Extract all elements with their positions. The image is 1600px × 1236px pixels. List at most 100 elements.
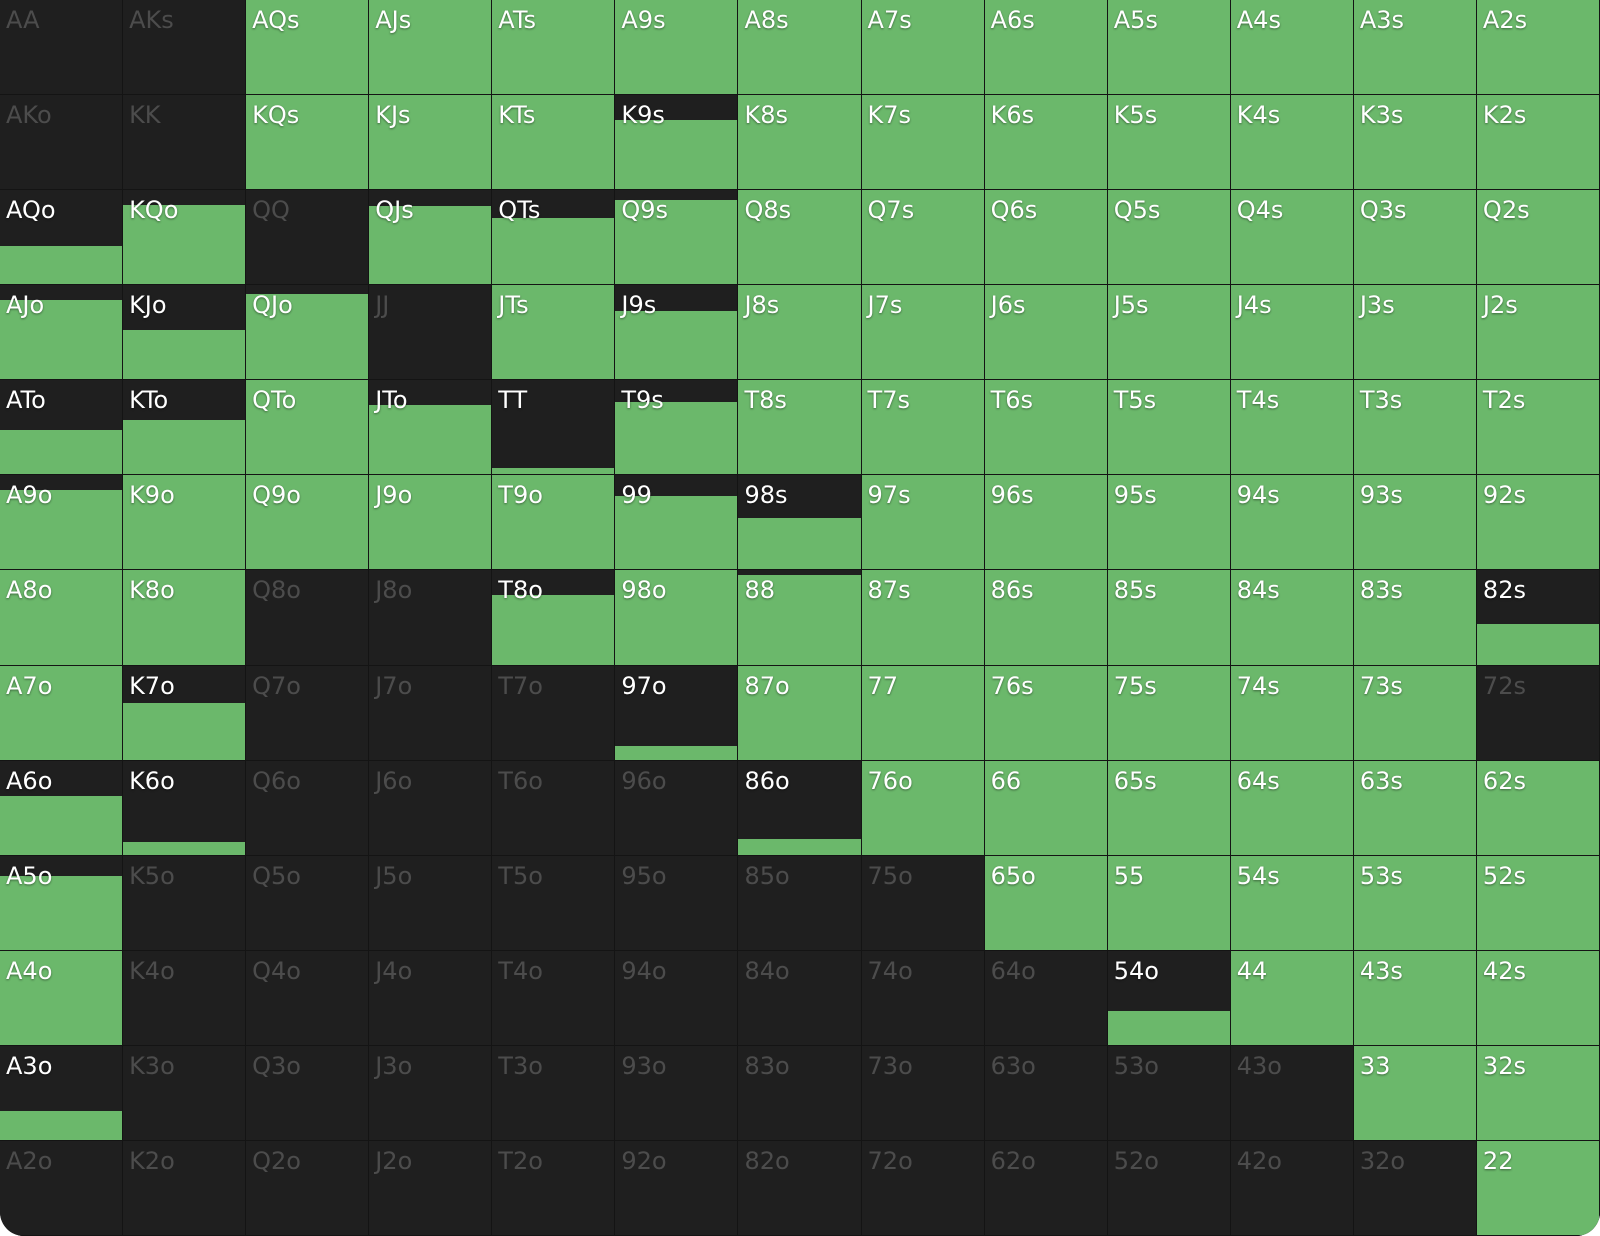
hand-cell-A8o[interactable]: A8o [0, 570, 124, 666]
hand-cell-T4o[interactable]: T4o [492, 950, 616, 1046]
hand-cell-T9o[interactable]: T9o [492, 475, 616, 571]
hand-cell-T3o[interactable]: T3o [492, 1045, 616, 1141]
hand-cell-75o[interactable]: 75o [861, 855, 985, 951]
hand-cell-ATs[interactable]: ATs [492, 0, 616, 96]
hand-cell-J9o[interactable]: J9o [369, 475, 493, 571]
hand-cell-99[interactable]: 99 [615, 475, 739, 571]
hand-cell-T7o[interactable]: T7o [492, 665, 616, 761]
hand-cell-92o[interactable]: 92o [615, 1140, 739, 1236]
hand-cell-75s[interactable]: 75s [1107, 665, 1231, 761]
hand-cell-63s[interactable]: 63s [1353, 760, 1477, 856]
hand-cell-Q3s[interactable]: Q3s [1353, 190, 1477, 286]
hand-cell-76s[interactable]: 76s [984, 665, 1108, 761]
hand-cell-JTs[interactable]: JTs [492, 285, 616, 381]
hand-cell-KJs[interactable]: KJs [369, 95, 493, 191]
hand-cell-T8o[interactable]: T8o [492, 570, 616, 666]
hand-cell-Q5s[interactable]: Q5s [1107, 190, 1231, 286]
hand-cell-54o[interactable]: 54o [1107, 950, 1231, 1046]
hand-cell-A3o[interactable]: A3o [0, 1045, 124, 1141]
hand-cell-83o[interactable]: 83o [738, 1045, 862, 1141]
hand-cell-Q2s[interactable]: Q2s [1476, 190, 1600, 286]
hand-cell-K8o[interactable]: K8o [123, 570, 247, 666]
hand-cell-42o[interactable]: 42o [1230, 1140, 1354, 1236]
hand-cell-A6o[interactable]: A6o [0, 760, 124, 856]
hand-cell-K7o[interactable]: K7o [123, 665, 247, 761]
hand-cell-ATo[interactable]: ATo [0, 380, 124, 476]
hand-cell-82o[interactable]: 82o [738, 1140, 862, 1236]
hand-cell-QTs[interactable]: QTs [492, 190, 616, 286]
hand-cell-T7s[interactable]: T7s [861, 380, 985, 476]
hand-cell-K8s[interactable]: K8s [738, 95, 862, 191]
hand-cell-T6s[interactable]: T6s [984, 380, 1108, 476]
hand-cell-64o[interactable]: 64o [984, 950, 1108, 1046]
hand-cell-83s[interactable]: 83s [1353, 570, 1477, 666]
hand-cell-T4s[interactable]: T4s [1230, 380, 1354, 476]
hand-cell-K4o[interactable]: K4o [123, 950, 247, 1046]
hand-cell-85o[interactable]: 85o [738, 855, 862, 951]
hand-cell-Q7o[interactable]: Q7o [246, 665, 370, 761]
hand-cell-A9o[interactable]: A9o [0, 475, 124, 571]
hand-cell-98s[interactable]: 98s [738, 475, 862, 571]
hand-cell-43s[interactable]: 43s [1353, 950, 1477, 1046]
hand-cell-A8s[interactable]: A8s [738, 0, 862, 96]
hand-cell-AA[interactable]: AA [0, 0, 124, 96]
hand-cell-Q6s[interactable]: Q6s [984, 190, 1108, 286]
hand-cell-K9s[interactable]: K9s [615, 95, 739, 191]
hand-cell-Q9o[interactable]: Q9o [246, 475, 370, 571]
hand-cell-A7o[interactable]: A7o [0, 665, 124, 761]
hand-cell-87o[interactable]: 87o [738, 665, 862, 761]
hand-cell-95o[interactable]: 95o [615, 855, 739, 951]
hand-cell-T6o[interactable]: T6o [492, 760, 616, 856]
hand-cell-AQs[interactable]: AQs [246, 0, 370, 96]
hand-cell-J3s[interactable]: J3s [1353, 285, 1477, 381]
hand-cell-82s[interactable]: 82s [1476, 570, 1600, 666]
hand-cell-QQ[interactable]: QQ [246, 190, 370, 286]
hand-cell-JTo[interactable]: JTo [369, 380, 493, 476]
hand-cell-J2o[interactable]: J2o [369, 1140, 493, 1236]
hand-cell-T2s[interactable]: T2s [1476, 380, 1600, 476]
hand-cell-73o[interactable]: 73o [861, 1045, 985, 1141]
hand-cell-J4s[interactable]: J4s [1230, 285, 1354, 381]
hand-cell-74s[interactable]: 74s [1230, 665, 1354, 761]
hand-cell-76o[interactable]: 76o [861, 760, 985, 856]
hand-cell-93s[interactable]: 93s [1353, 475, 1477, 571]
hand-cell-84o[interactable]: 84o [738, 950, 862, 1046]
hand-cell-64s[interactable]: 64s [1230, 760, 1354, 856]
hand-cell-J9s[interactable]: J9s [615, 285, 739, 381]
hand-cell-Q4s[interactable]: Q4s [1230, 190, 1354, 286]
hand-cell-65s[interactable]: 65s [1107, 760, 1231, 856]
hand-cell-A5o[interactable]: A5o [0, 855, 124, 951]
hand-cell-QTo[interactable]: QTo [246, 380, 370, 476]
hand-cell-J8s[interactable]: J8s [738, 285, 862, 381]
hand-cell-96o[interactable]: 96o [615, 760, 739, 856]
hand-cell-A7s[interactable]: A7s [861, 0, 985, 96]
hand-cell-86o[interactable]: 86o [738, 760, 862, 856]
hand-cell-54s[interactable]: 54s [1230, 855, 1354, 951]
hand-cell-22[interactable]: 22 [1476, 1140, 1600, 1236]
hand-cell-T8s[interactable]: T8s [738, 380, 862, 476]
hand-cell-QJs[interactable]: QJs [369, 190, 493, 286]
hand-cell-K2s[interactable]: K2s [1476, 95, 1600, 191]
hand-cell-KK[interactable]: KK [123, 95, 247, 191]
hand-cell-Q4o[interactable]: Q4o [246, 950, 370, 1046]
hand-cell-74o[interactable]: 74o [861, 950, 985, 1046]
hand-cell-A4s[interactable]: A4s [1230, 0, 1354, 96]
hand-cell-86s[interactable]: 86s [984, 570, 1108, 666]
hand-cell-T5s[interactable]: T5s [1107, 380, 1231, 476]
hand-cell-55[interactable]: 55 [1107, 855, 1231, 951]
hand-cell-J2s[interactable]: J2s [1476, 285, 1600, 381]
hand-cell-K5o[interactable]: K5o [123, 855, 247, 951]
hand-cell-K4s[interactable]: K4s [1230, 95, 1354, 191]
hand-cell-T2o[interactable]: T2o [492, 1140, 616, 1236]
hand-cell-53s[interactable]: 53s [1353, 855, 1477, 951]
hand-cell-Q2o[interactable]: Q2o [246, 1140, 370, 1236]
hand-cell-97o[interactable]: 97o [615, 665, 739, 761]
hand-cell-J8o[interactable]: J8o [369, 570, 493, 666]
hand-cell-62s[interactable]: 62s [1476, 760, 1600, 856]
hand-cell-T9s[interactable]: T9s [615, 380, 739, 476]
hand-cell-96s[interactable]: 96s [984, 475, 1108, 571]
hand-cell-K3s[interactable]: K3s [1353, 95, 1477, 191]
hand-cell-87s[interactable]: 87s [861, 570, 985, 666]
hand-cell-J6s[interactable]: J6s [984, 285, 1108, 381]
hand-cell-KTo[interactable]: KTo [123, 380, 247, 476]
